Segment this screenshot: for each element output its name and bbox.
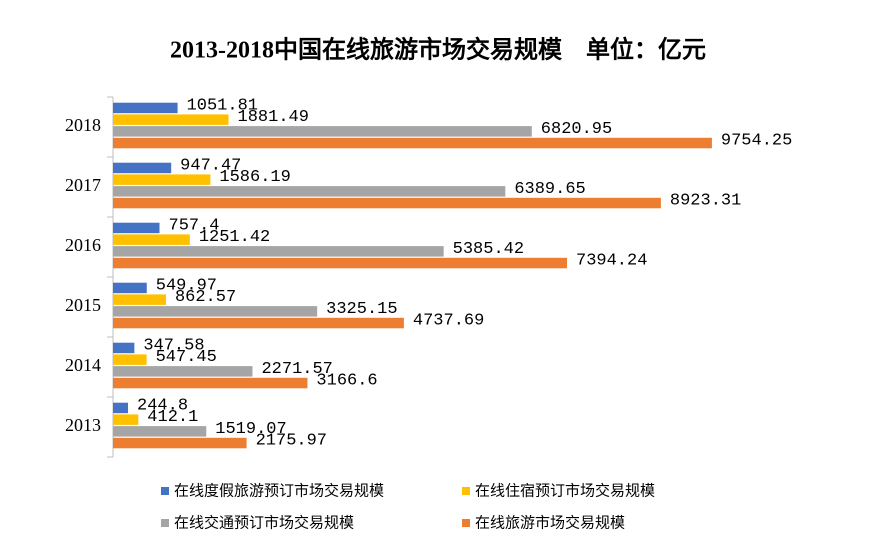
value-label: 1586.19 xyxy=(219,168,290,187)
legend-label: 在线住宿预订市场交易规模 xyxy=(475,482,655,500)
bar xyxy=(113,102,178,114)
value-label: 549.97 xyxy=(156,276,217,295)
value-label: 757.4 xyxy=(169,216,220,235)
bar xyxy=(113,257,568,269)
value-label: 6389.65 xyxy=(514,180,585,199)
value-label: 244.8 xyxy=(137,396,188,415)
legend-swatch xyxy=(161,487,169,495)
value-label: 3325.15 xyxy=(326,300,397,319)
legend-label: 在线旅游市场交易规模 xyxy=(475,514,625,532)
value-label: 5385.42 xyxy=(453,240,524,259)
value-label: 2175.97 xyxy=(256,432,327,451)
legend-swatch xyxy=(462,519,470,527)
value-label: 1519.07 xyxy=(215,420,286,439)
bar xyxy=(113,294,166,305)
value-label: 9754.25 xyxy=(721,132,792,151)
bar xyxy=(113,437,247,449)
value-label: 3166.6 xyxy=(316,372,377,391)
legend-label: 在线交通预订市场交易规模 xyxy=(174,514,354,532)
bar xyxy=(113,197,661,209)
value-label: 1051.81 xyxy=(187,96,258,115)
bar xyxy=(113,162,172,174)
bar xyxy=(113,402,129,414)
chart-title: 2013-2018中国在线旅游市场交易规模 单位：亿元 xyxy=(170,36,706,64)
y-tick-label: 2016 xyxy=(65,235,101,255)
value-label: 6820.95 xyxy=(541,120,612,139)
bar xyxy=(113,174,211,185)
value-label: 4737.69 xyxy=(413,312,484,331)
value-label: 862.57 xyxy=(175,288,236,307)
value-label: 1251.42 xyxy=(199,228,270,247)
value-label: 412.1 xyxy=(147,408,198,427)
bar xyxy=(113,306,318,317)
bar xyxy=(113,377,308,389)
bar xyxy=(113,126,532,137)
bar xyxy=(113,222,160,234)
value-label: 947.47 xyxy=(180,156,241,175)
y-tick-label: 2018 xyxy=(65,115,101,135)
legend-swatch xyxy=(161,519,169,527)
bar xyxy=(113,137,712,149)
bar xyxy=(113,414,139,425)
value-label: 547.45 xyxy=(156,348,217,367)
legend-swatch xyxy=(462,487,470,495)
legend-label: 在线度假旅游预订市场交易规模 xyxy=(174,482,384,500)
value-label: 7394.24 xyxy=(576,252,647,271)
y-tick-label: 2015 xyxy=(65,295,101,315)
bar xyxy=(113,426,207,437)
bar xyxy=(113,317,404,329)
bar xyxy=(113,186,506,197)
bar xyxy=(113,234,190,245)
bar xyxy=(113,282,147,294)
value-label: 2271.57 xyxy=(261,360,332,379)
value-label: 347.58 xyxy=(143,336,204,355)
y-tick-label: 2013 xyxy=(65,415,101,435)
y-tick-label: 2017 xyxy=(65,175,101,195)
bar xyxy=(113,354,147,365)
bar xyxy=(113,114,229,125)
value-label: 8923.31 xyxy=(670,192,741,211)
y-tick-label: 2014 xyxy=(65,355,101,375)
value-label: 1881.49 xyxy=(238,108,309,127)
bar xyxy=(113,342,135,354)
bar xyxy=(113,366,253,377)
bar xyxy=(113,246,444,257)
